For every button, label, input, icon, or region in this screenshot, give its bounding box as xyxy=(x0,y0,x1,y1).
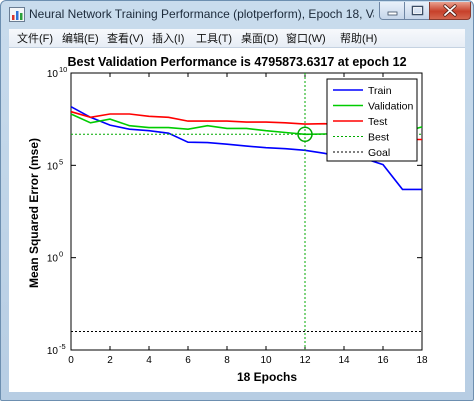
x-tick-label: 10 xyxy=(260,355,272,366)
menu-help[interactable]: 帮助(H) xyxy=(340,33,378,45)
y-tick-label: 10 xyxy=(47,346,59,357)
y-tick-exponent: 0 xyxy=(59,250,63,259)
x-tick-label: 4 xyxy=(146,355,152,366)
menu-tools[interactable]: 工具(T) xyxy=(196,33,233,45)
x-tick-label: 2 xyxy=(107,355,113,366)
plot-title: Best Validation Performance is 4795873.6… xyxy=(67,55,407,69)
matlab-figure-icon xyxy=(9,7,25,22)
best-marker xyxy=(297,126,313,143)
legend-box xyxy=(326,78,418,162)
x-tick-label: 8 xyxy=(224,355,230,366)
menu-bar: 文件(F) 编辑(E) 查看(V) 插入(I) 工具(T) 桌面(D) 窗口(W… xyxy=(9,29,465,48)
x-tick-label: 14 xyxy=(338,355,350,366)
minimize-button[interactable] xyxy=(379,2,405,20)
legend-label-goal: Goal xyxy=(368,147,390,159)
y-tick-label: 10 xyxy=(47,254,59,265)
minimize-icon xyxy=(387,11,398,16)
y-tick-exponent: -5 xyxy=(59,342,66,351)
y-tick-label: 10 xyxy=(47,161,59,172)
menu-view[interactable]: 查看(V) xyxy=(107,33,144,45)
close-button[interactable] xyxy=(429,2,471,20)
menu-window[interactable]: 窗口(W) xyxy=(286,33,326,45)
maximize-icon xyxy=(411,5,424,16)
legend-label-test: Test xyxy=(368,116,387,128)
menu-edit[interactable]: 编辑(E) xyxy=(62,33,99,45)
menu-file[interactable]: 文件(F) xyxy=(17,33,54,45)
x-axis-label: 18 Epochs xyxy=(236,370,298,384)
legend-label-validation: Validation xyxy=(368,101,413,113)
y-tick-label: 10 xyxy=(47,69,59,80)
figure-canvas: Best Validation Performance is 4795873.6… xyxy=(9,48,465,392)
x-tick-label: 12 xyxy=(299,355,311,366)
x-tick-label: 0 xyxy=(68,355,74,366)
x-tick-label: 18 xyxy=(416,355,428,366)
maximize-button[interactable] xyxy=(404,2,430,20)
y-tick-exponent: 5 xyxy=(59,157,63,166)
y-tick-exponent: 10 xyxy=(59,65,67,74)
menu-insert[interactable]: 插入(I) xyxy=(152,33,185,45)
close-icon xyxy=(443,4,457,17)
title-bar[interactable]: Neural Network Training Performance (plo… xyxy=(1,1,473,28)
window-title: Neural Network Training Performance (plo… xyxy=(29,7,374,21)
menu-desktop[interactable]: 桌面(D) xyxy=(241,33,279,45)
legend-label-train: Train xyxy=(368,85,392,97)
x-tick-label: 16 xyxy=(377,355,389,366)
legend-label-best: Best xyxy=(368,132,389,144)
x-tick-label: 6 xyxy=(185,355,191,366)
